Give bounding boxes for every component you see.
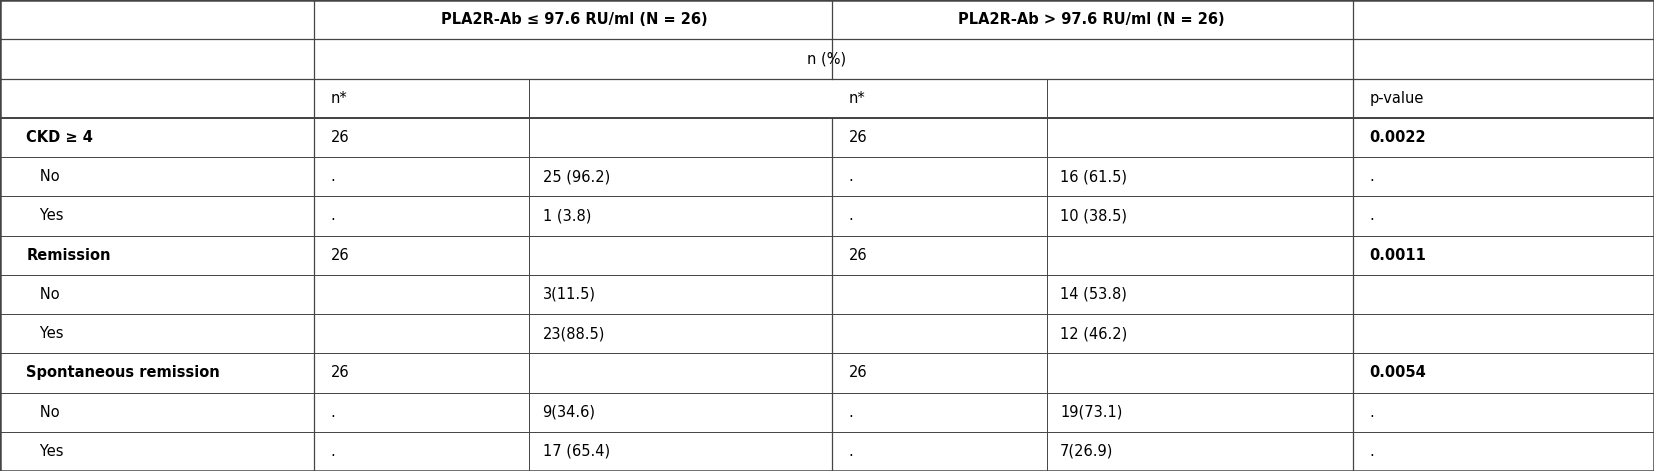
Text: 0.0054: 0.0054 <box>1370 365 1426 381</box>
Text: .: . <box>331 169 336 184</box>
Text: .: . <box>331 405 336 420</box>
Text: .: . <box>849 405 853 420</box>
Text: 10 (38.5): 10 (38.5) <box>1060 208 1128 223</box>
Text: 26: 26 <box>331 365 349 381</box>
Text: 9(34.6): 9(34.6) <box>543 405 595 420</box>
Text: No: No <box>26 405 60 420</box>
Text: .: . <box>849 169 853 184</box>
Text: PLA2R-Ab > 97.6 RU/ml (N = 26): PLA2R-Ab > 97.6 RU/ml (N = 26) <box>958 12 1226 27</box>
Text: 26: 26 <box>849 365 867 381</box>
Text: p-value: p-value <box>1370 90 1424 106</box>
Text: Spontaneous remission: Spontaneous remission <box>26 365 220 381</box>
Text: 12 (46.2): 12 (46.2) <box>1060 326 1128 341</box>
Text: Remission: Remission <box>26 248 111 263</box>
Text: .: . <box>1370 208 1374 223</box>
Text: 1 (3.8): 1 (3.8) <box>543 208 590 223</box>
Text: 14 (53.8): 14 (53.8) <box>1060 287 1126 302</box>
Text: .: . <box>849 444 853 459</box>
Text: 17 (65.4): 17 (65.4) <box>543 444 610 459</box>
Text: .: . <box>1370 169 1374 184</box>
Text: 23(88.5): 23(88.5) <box>543 326 605 341</box>
Text: .: . <box>1370 405 1374 420</box>
Text: .: . <box>849 208 853 223</box>
Text: 3(11.5): 3(11.5) <box>543 287 595 302</box>
Text: CKD ≥ 4: CKD ≥ 4 <box>26 130 93 145</box>
Text: .: . <box>331 444 336 459</box>
Text: 0.0011: 0.0011 <box>1370 248 1426 263</box>
Text: 16 (61.5): 16 (61.5) <box>1060 169 1128 184</box>
Text: 25 (96.2): 25 (96.2) <box>543 169 610 184</box>
Text: 26: 26 <box>849 130 867 145</box>
Text: No: No <box>26 287 60 302</box>
Text: 26: 26 <box>331 130 349 145</box>
Text: Yes: Yes <box>26 208 65 223</box>
Text: 26: 26 <box>331 248 349 263</box>
Text: 0.0022: 0.0022 <box>1370 130 1426 145</box>
Text: No: No <box>26 169 60 184</box>
Text: 7(26.9): 7(26.9) <box>1060 444 1113 459</box>
Text: .: . <box>331 208 336 223</box>
Text: n*: n* <box>331 90 347 106</box>
Text: Yes: Yes <box>26 444 65 459</box>
Text: n*: n* <box>849 90 865 106</box>
Text: .: . <box>1370 444 1374 459</box>
Text: n (%): n (%) <box>807 51 847 66</box>
Text: PLA2R-Ab ≤ 97.6 RU/ml (N = 26): PLA2R-Ab ≤ 97.6 RU/ml (N = 26) <box>440 12 708 27</box>
Text: 26: 26 <box>849 248 867 263</box>
Text: Yes: Yes <box>26 326 65 341</box>
Text: 19(73.1): 19(73.1) <box>1060 405 1123 420</box>
